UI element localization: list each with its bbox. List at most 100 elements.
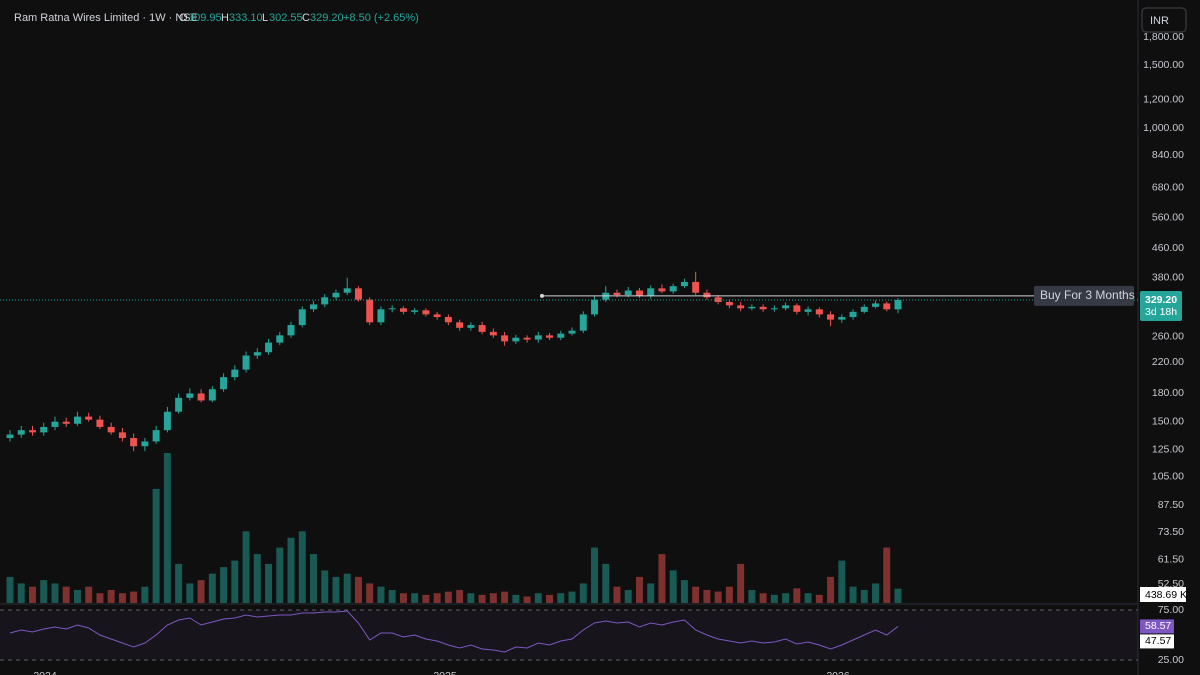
annotation-text: Buy For 3 Months — [1040, 288, 1135, 302]
volume-bar — [759, 593, 767, 603]
candle-body — [40, 426, 48, 433]
volume-bar — [40, 580, 48, 603]
y-tick-label: 150.00 — [1152, 415, 1184, 427]
candle-body — [849, 311, 857, 317]
volume-bar — [62, 586, 70, 603]
candle-body — [748, 306, 756, 309]
volume-bar — [242, 531, 250, 603]
volume-bar — [703, 589, 711, 603]
candle-body — [332, 292, 340, 298]
candle-body — [197, 393, 205, 401]
legend-header: Ram Ratna Wires Limited · 1W · NSE O 309… — [14, 12, 419, 24]
ohlc-label: C — [302, 12, 310, 24]
candle-body — [411, 310, 419, 312]
candle-body — [647, 288, 655, 296]
ohlc-value: 333.10 — [229, 12, 263, 24]
rsi-line — [9, 610, 899, 653]
candle-body — [118, 432, 126, 439]
volume-bar — [287, 537, 295, 603]
candle-body — [354, 288, 362, 300]
candle-body — [489, 331, 497, 336]
volume-bar — [782, 593, 790, 603]
candle-body — [298, 309, 306, 326]
candle-body — [827, 314, 835, 320]
candle-body — [680, 281, 688, 287]
volume-bar — [220, 567, 228, 603]
volume-bar — [512, 594, 520, 603]
y-tick-label: 180.00 — [1152, 387, 1184, 399]
candle-body — [96, 419, 104, 427]
candle-body — [872, 303, 880, 307]
volume-bar — [591, 547, 598, 603]
rsi-ma-box — [1140, 634, 1174, 649]
candle-body — [501, 335, 509, 342]
volume-bar — [186, 583, 194, 603]
candle-body — [163, 411, 171, 431]
candle-body — [141, 441, 149, 447]
candle-body — [579, 314, 587, 331]
volume-bar — [85, 586, 93, 603]
candle-body — [73, 416, 81, 424]
volume-bar — [815, 594, 823, 603]
candle-body — [152, 430, 160, 442]
candle-body — [444, 316, 452, 323]
volume-bar — [579, 583, 587, 603]
volume-bar — [433, 593, 441, 603]
countdown: 3d 18h — [1145, 306, 1177, 318]
y-tick-label: 105.00 — [1152, 471, 1184, 483]
volume-bar — [523, 596, 531, 603]
volume-bar — [231, 560, 239, 603]
volume-label-box — [1140, 587, 1186, 602]
candle-body — [624, 290, 632, 296]
candle-body — [534, 335, 542, 340]
candle-body — [456, 322, 464, 328]
volume-bar — [208, 573, 216, 603]
ohlc-value: 302.55 — [269, 12, 303, 24]
candle-body — [703, 292, 711, 298]
currency-button[interactable] — [1141, 7, 1187, 33]
volume-bar — [399, 593, 407, 603]
volume-bar — [883, 547, 891, 603]
candle-body — [51, 421, 59, 427]
y-tick-label: 1,500.00 — [1143, 59, 1184, 71]
candle-body — [186, 393, 194, 398]
x-tick-label: 2025 — [433, 670, 457, 675]
volume-bar — [141, 586, 149, 603]
volume-bar — [73, 589, 81, 603]
volume-bar — [444, 591, 452, 603]
volume-bar — [602, 563, 610, 603]
volume-bar — [456, 589, 464, 603]
y-tick-label: 73.50 — [1158, 526, 1184, 538]
candle-body — [107, 426, 115, 433]
ohlc-label: O — [179, 12, 188, 24]
volume-bar — [343, 573, 351, 603]
volume-bar — [310, 554, 317, 603]
volume-bar — [557, 593, 565, 603]
volume-bar — [478, 594, 486, 603]
x-tick-label: 2024 — [33, 670, 57, 675]
y-tick-label: 52.50 — [1158, 578, 1184, 590]
volume-bar — [827, 576, 835, 603]
volume-bar — [321, 570, 329, 603]
volume-bar — [692, 586, 700, 603]
candle-body — [366, 299, 374, 323]
candle-body — [85, 416, 93, 420]
volume-bar — [872, 583, 880, 603]
volume-bar — [332, 576, 340, 603]
volume-bar — [647, 583, 655, 603]
volume-bar — [489, 593, 497, 603]
volume-bar — [860, 589, 868, 603]
candle-body — [62, 421, 70, 424]
volume-bar — [265, 563, 273, 603]
ohlc-label: H — [221, 12, 229, 24]
volume-bar — [377, 586, 385, 603]
candle-body — [399, 308, 407, 312]
candle-body — [658, 288, 666, 292]
volume-bar — [28, 586, 36, 603]
rsi-tick-label: 75.00 — [1158, 604, 1184, 616]
candle-body — [478, 325, 486, 332]
annotation-box — [1034, 285, 1134, 306]
volume-bar — [849, 586, 857, 603]
candle-body — [422, 310, 430, 315]
volume-bar — [624, 589, 632, 603]
